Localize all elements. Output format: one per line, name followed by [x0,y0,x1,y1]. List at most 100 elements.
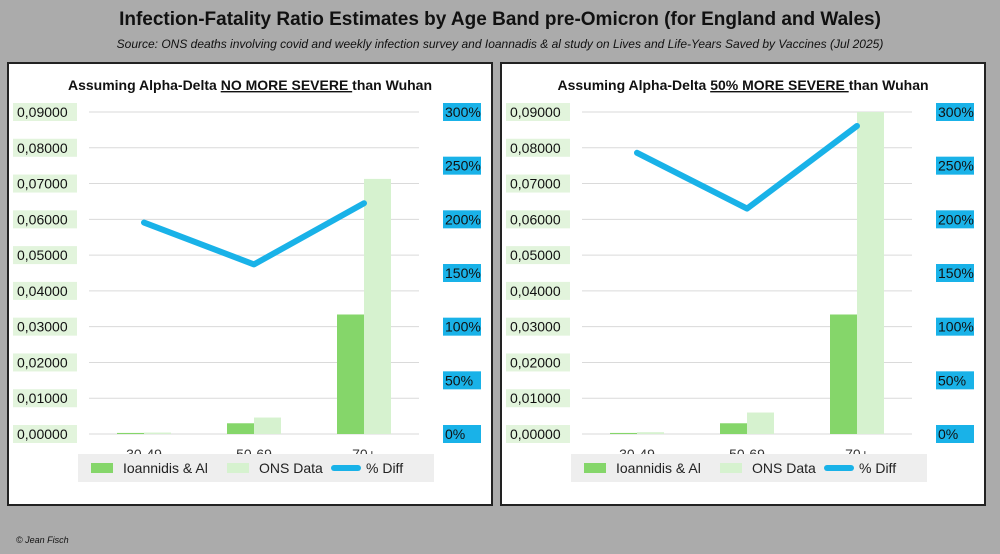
chart-title-part: than Wuhan [352,77,432,93]
y2-tick-bg [443,264,481,282]
bar-ons [254,417,281,434]
y2-tick-bg [443,371,481,390]
y2-tick-label: 150% [445,265,481,281]
line-diff [634,122,860,212]
legend-ioannidis-swatch [584,463,606,473]
y-tick-label: 0,02000 [510,354,561,370]
y-tick-label: 0,00000 [17,426,68,442]
legend-ons-label: ONS Data [259,460,323,476]
y2-tick-label: 200% [445,211,481,227]
y2-tick-bg [443,103,481,121]
chart-left: Assuming Alpha-Delta NO MORE SEVERE than… [13,77,481,482]
y2-tick-bg [936,103,974,121]
y-tick-bg [13,103,77,121]
legend-box [78,454,434,482]
y-tick-label: 0,09000 [510,104,561,120]
y-tick-bg [506,281,570,300]
legend-ioannidis-label: Ioannidis & Al [123,460,208,476]
page-subtitle: Source: ONS deaths involving covid and w… [116,37,884,51]
y-tick-bg [506,425,570,443]
legend-ons-swatch [720,463,742,473]
chart-title-part: than Wuhan [849,77,929,93]
y2-tick-bg [936,264,974,282]
y-tick-label: 0,06000 [17,211,68,227]
bar-ons [364,178,391,434]
y-tick-label: 0,08000 [510,140,561,156]
y-tick-label: 0,04000 [510,283,561,299]
chart-panel-right: Assuming Alpha-Delta 50% MORE SEVERE tha… [500,62,986,506]
chart-title-part: 50% MORE SEVERE [710,77,849,93]
y2-tick-label: 250% [445,158,481,174]
legend-box [571,454,927,482]
legend-ioannidis-swatch [91,463,113,473]
y2-tick-label: 100% [938,319,974,335]
y2-tick-bg [443,156,481,175]
y-tick-bg [506,246,570,265]
legend-ons-label: ONS Data [752,460,816,476]
chart-title-part: Assuming Alpha-Delta [557,77,710,93]
y-tick-label: 0,07000 [17,176,68,192]
bar-ons [637,432,664,434]
bar-ioannidis [830,314,857,434]
y2-tick-label: 300% [445,104,481,120]
legend-diff-label: % Diff [366,460,403,476]
bar-ons [857,112,884,434]
y-tick-label: 0,05000 [17,247,68,263]
y2-tick-bg [936,371,974,390]
y-tick-bg [13,174,77,193]
bar-ioannidis [117,432,144,434]
chart-title-part: Assuming Alpha-Delta [68,77,221,93]
legend-ons-swatch [227,463,249,473]
y-tick-bg [13,281,77,300]
y2-tick-bg [936,317,974,336]
bar-ons [144,432,171,434]
y2-tick-label: 150% [938,265,974,281]
y-tick-label: 0,05000 [510,247,561,263]
y-tick-bg [506,138,570,157]
y-tick-bg [13,425,77,443]
y-tick-bg [506,210,570,229]
y-tick-bg [506,103,570,121]
legend-diff-label: % Diff [859,460,896,476]
y2-tick-label: 300% [938,104,974,120]
y-tick-label: 0,03000 [510,319,561,335]
y2-tick-bg [936,156,974,175]
credit: © Jean Fisch [16,535,69,545]
y-tick-bg [506,174,570,193]
bar-ioannidis [337,314,364,434]
y-tick-label: 0,01000 [510,390,561,406]
y-tick-label: 0,06000 [510,211,561,227]
y2-tick-bg [443,425,481,443]
y-tick-bg [13,317,77,336]
y-tick-bg [13,389,77,408]
y-tick-bg [506,353,570,372]
chart-title: Assuming Alpha-Delta 50% MORE SEVERE tha… [557,77,928,93]
y-tick-bg [506,389,570,408]
y-tick-bg [13,353,77,372]
y-tick-label: 0,00000 [510,426,561,442]
y2-tick-label: 0% [445,426,465,442]
y-tick-bg [13,138,77,157]
bar-ioannidis [227,423,254,434]
y-tick-label: 0,09000 [17,104,68,120]
chart-title: Assuming Alpha-Delta NO MORE SEVERE than… [68,77,432,93]
y2-tick-bg [936,425,974,443]
y-tick-bg [506,317,570,336]
y2-tick-bg [443,317,481,336]
y2-tick-label: 200% [938,211,974,227]
page-title: Infection-Fatality Ratio Estimates by Ag… [119,9,881,30]
y-tick-bg [13,246,77,265]
legend-ioannidis-label: Ioannidis & Al [616,460,701,476]
y2-tick-label: 0% [938,426,958,442]
y-tick-label: 0,04000 [17,283,68,299]
y2-tick-bg [443,210,481,229]
chart-title-part: NO MORE SEVERE [221,77,352,93]
y2-tick-label: 50% [938,372,966,388]
y2-tick-label: 100% [445,319,481,335]
y-tick-bg [13,210,77,229]
y-tick-label: 0,02000 [17,354,68,370]
y-tick-label: 0,07000 [510,176,561,192]
y2-tick-label: 50% [445,372,473,388]
chart-right: Assuming Alpha-Delta 50% MORE SEVERE tha… [506,77,974,482]
y2-tick-bg [936,210,974,229]
